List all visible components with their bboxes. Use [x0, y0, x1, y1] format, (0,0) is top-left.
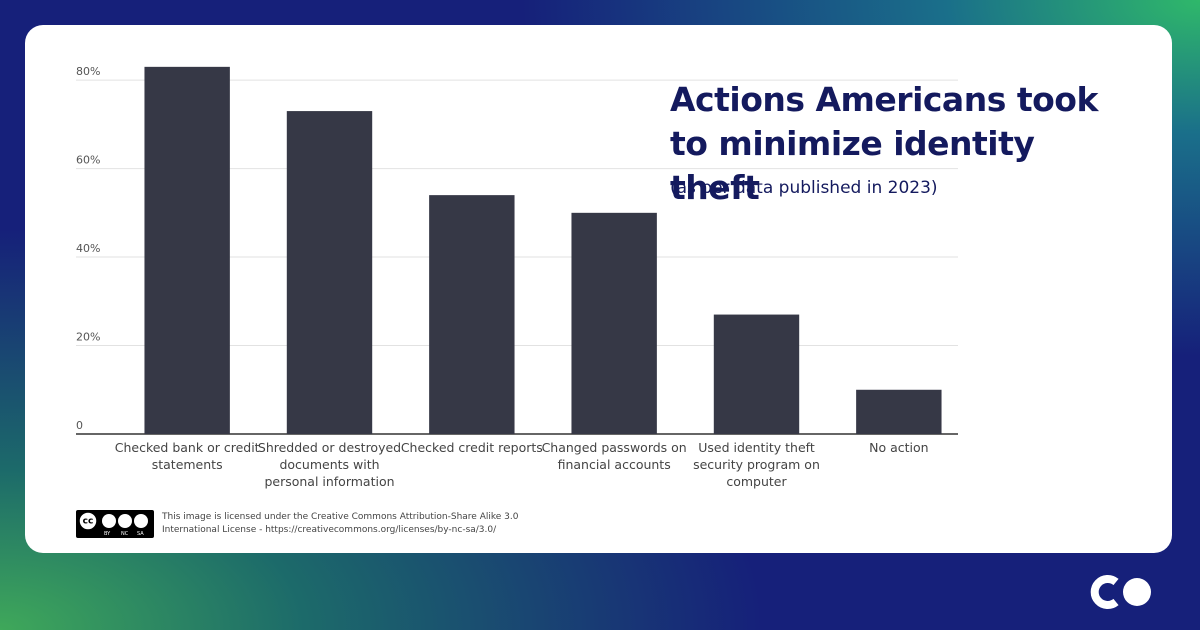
cc-badge: cc BY NC SA: [76, 510, 154, 538]
bar: [856, 389, 942, 434]
y-tick-label: 60%: [76, 154, 100, 167]
badge-text: SA: [137, 531, 144, 537]
x-tick-label: Checked bank or credit statements: [114, 440, 260, 472]
x-tick-label: Changed passwords on financial accounts: [541, 440, 687, 472]
chart-subtitle: (as per data published in 2023): [670, 178, 938, 198]
logo: [1090, 575, 1151, 609]
y-tick-label: 20%: [76, 331, 100, 344]
bar: [429, 195, 515, 434]
badge-text: BY: [104, 531, 111, 537]
y-tick-label: 0: [76, 419, 83, 432]
cc-icons: cc: [78, 511, 148, 531]
bar: [144, 66, 230, 435]
license-text: This image is licensed under the Creativ…: [162, 512, 519, 535]
bar: [571, 212, 657, 434]
x-tick-label: Checked credit reports: [400, 440, 543, 455]
y-tick-label: 40%: [76, 242, 100, 255]
badge-text: NC: [121, 531, 129, 537]
x-tick-label: Shredded or destroyed documents with per…: [257, 440, 402, 489]
x-tick-label: Used identity theft security program on …: [693, 440, 820, 489]
y-tick-label: 80%: [76, 65, 100, 78]
bar: [713, 314, 800, 434]
chart-title: Actions Americans took to minimize ident…: [670, 80, 1098, 207]
svg-text:cc: cc: [83, 517, 94, 527]
x-tick-label: No action: [869, 440, 929, 455]
bar: [286, 111, 373, 435]
